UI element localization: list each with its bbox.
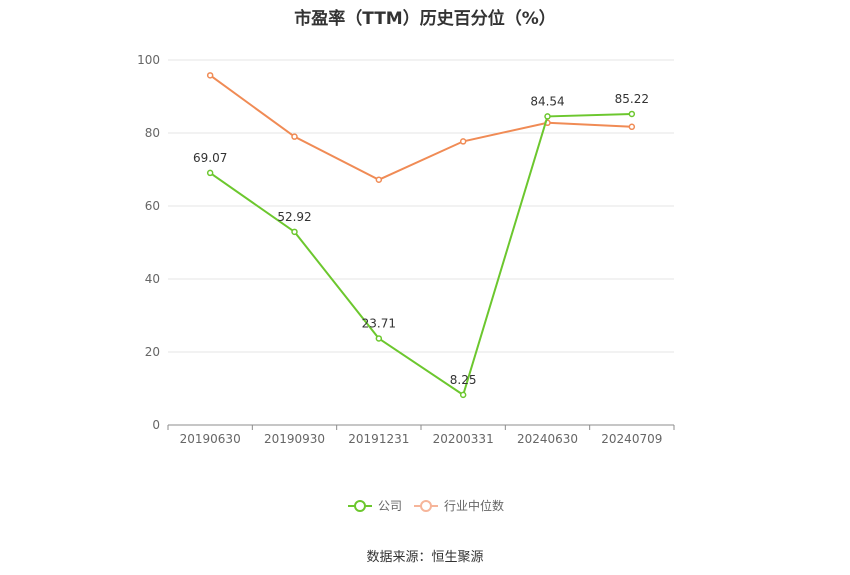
- data-label-0-5: 85.22: [615, 92, 649, 106]
- legend-marker-1: [420, 500, 432, 512]
- source-note: 数据来源：恒生聚源: [366, 550, 484, 565]
- y-tick-label-80: 80: [145, 126, 160, 140]
- legend-item-1[interactable]: 行业中位数: [414, 498, 504, 513]
- series-line-0: [209, 112, 632, 397]
- data-point-1-2[interactable]: [375, 176, 383, 183]
- x-axis: 20190630 20190930 20191231 20200331 20240630…: [167, 424, 675, 446]
- chart-title: 市盈率（TTM）历史百分位（%）: [294, 9, 556, 29]
- x-tick-label-20190930: 20190930: [264, 432, 325, 446]
- legend-item-0[interactable]: 公司: [348, 499, 402, 513]
- x-tick-label-20240630: 20240630: [517, 432, 578, 446]
- legend-label-0: 公司: [378, 499, 402, 513]
- x-tick-label-20190630: 20190630: [180, 432, 241, 446]
- y-tick-label-100: 100: [137, 53, 160, 67]
- x-tick-label-20240709: 20240709: [601, 432, 662, 446]
- series-group: 69.07 52.92 23.71 8.25 84.54 85.22: [193, 72, 649, 399]
- y-tick-label-40: 40: [145, 272, 160, 286]
- data-point-0-3[interactable]: [459, 391, 467, 399]
- data-point-1-3[interactable]: [459, 138, 467, 145]
- data-label-0-1: 52.92: [277, 210, 311, 224]
- legend-marker-0: [354, 500, 366, 512]
- data-label-0-4: 84.54: [530, 94, 564, 108]
- data-point-0-0[interactable]: [206, 169, 214, 177]
- data-label-0-3: 8.25: [450, 373, 477, 387]
- data-point-1-5[interactable]: [628, 123, 636, 131]
- y-tick-label-20: 20: [145, 345, 160, 359]
- data-point-1-0[interactable]: [206, 72, 214, 79]
- data-point-1-1[interactable]: [291, 133, 298, 140]
- y-tick-label-0: 0: [152, 418, 160, 432]
- series-line-1: [209, 74, 632, 181]
- y-axis: 0 20 40 60 80 100: [137, 53, 160, 432]
- y-tick-label-60: 60: [145, 199, 160, 213]
- data-point-0-2[interactable]: [375, 335, 383, 342]
- legend[interactable]: 公司 行业中位数: [348, 498, 504, 513]
- data-label-0-0: 69.07: [193, 151, 227, 165]
- data-point-0-1[interactable]: [291, 228, 298, 236]
- data-point-0-5[interactable]: [628, 110, 636, 118]
- x-tick-label-20200331: 20200331: [433, 432, 494, 446]
- data-point-0-4[interactable]: [544, 113, 551, 120]
- grid-lines: [168, 59, 674, 353]
- legend-label-1: 行业中位数: [444, 498, 504, 513]
- x-tick-label-20191231: 20191231: [348, 432, 409, 446]
- data-label-0-2: 23.71: [362, 316, 396, 330]
